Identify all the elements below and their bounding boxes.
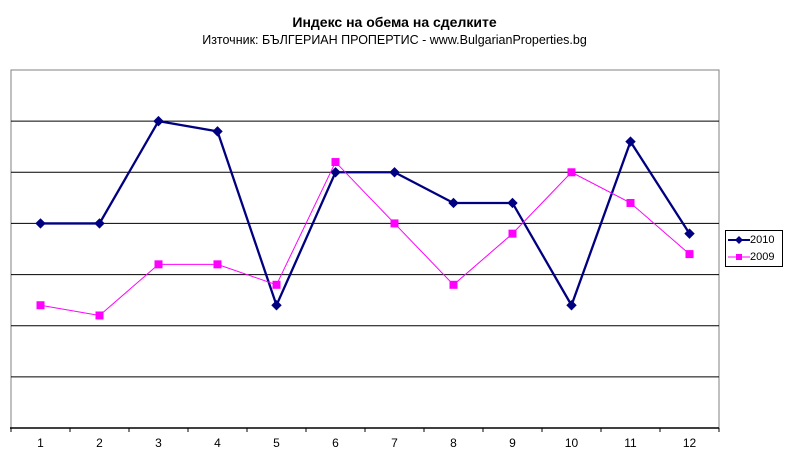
x-tick-label: 9 <box>509 436 516 450</box>
series-2009-point <box>213 260 222 269</box>
series-2009-point <box>95 311 104 320</box>
legend-item-2009: 2009 <box>728 249 780 265</box>
series-2010-point <box>566 300 577 311</box>
series-2010-point <box>212 126 223 137</box>
legend-marker-2010-icon <box>728 236 750 244</box>
x-tick-label: 6 <box>332 436 339 450</box>
legend-marker-sample <box>735 236 743 244</box>
series-2010-point <box>684 228 695 239</box>
x-tick-label: 12 <box>683 436 697 450</box>
series-2010-point <box>389 167 400 178</box>
x-tick-label: 5 <box>273 436 280 450</box>
series-2010-point <box>94 218 105 229</box>
series-2010-line <box>40 119 691 309</box>
legend-label-2010: 2010 <box>750 234 775 246</box>
series-2009-point <box>390 219 399 228</box>
series-2009-point <box>567 168 576 177</box>
series-2009-point <box>508 229 517 238</box>
x-tick-label: 3 <box>155 436 162 450</box>
series-2009-point <box>449 280 458 289</box>
plot-area-border <box>10 69 720 429</box>
series-2010-point <box>448 197 459 209</box>
chart-title: Индекс на обема на сделките <box>292 14 497 30</box>
x-tick-label: 1 <box>37 436 44 450</box>
legend-item-2010: 2010 <box>728 232 780 248</box>
x-tick-label: 7 <box>391 436 398 450</box>
legend-marker-sample <box>736 254 742 260</box>
series-2009-point <box>626 198 635 207</box>
series-2010-point <box>271 300 282 311</box>
x-tick-label: 8 <box>450 436 457 450</box>
series-2009-point <box>154 260 163 269</box>
series-2010-point <box>330 167 341 178</box>
series-2009-point <box>331 158 340 167</box>
legend: 2010 2009 <box>725 230 783 267</box>
series-2010-point <box>625 136 636 147</box>
x-tick-label: 2 <box>96 436 103 450</box>
series-2010-point <box>153 115 164 127</box>
series-2009-point <box>272 280 281 289</box>
series-2009-line <box>40 161 690 317</box>
series-2010-point <box>35 218 46 229</box>
series-2009-point <box>685 250 694 259</box>
chart-subtitle: Източник: БЪЛГЕРИАН ПРОПЕРТИС - www.Bulg… <box>202 33 587 47</box>
x-tick-label: 10 <box>565 436 579 450</box>
legend-label-2009: 2009 <box>750 251 775 263</box>
x-tick-label: 4 <box>214 436 221 450</box>
series-2010-point <box>507 197 518 209</box>
series-2009-point <box>36 301 45 310</box>
x-tick-label: 11 <box>624 436 637 450</box>
legend-marker-2009-icon <box>728 254 750 260</box>
